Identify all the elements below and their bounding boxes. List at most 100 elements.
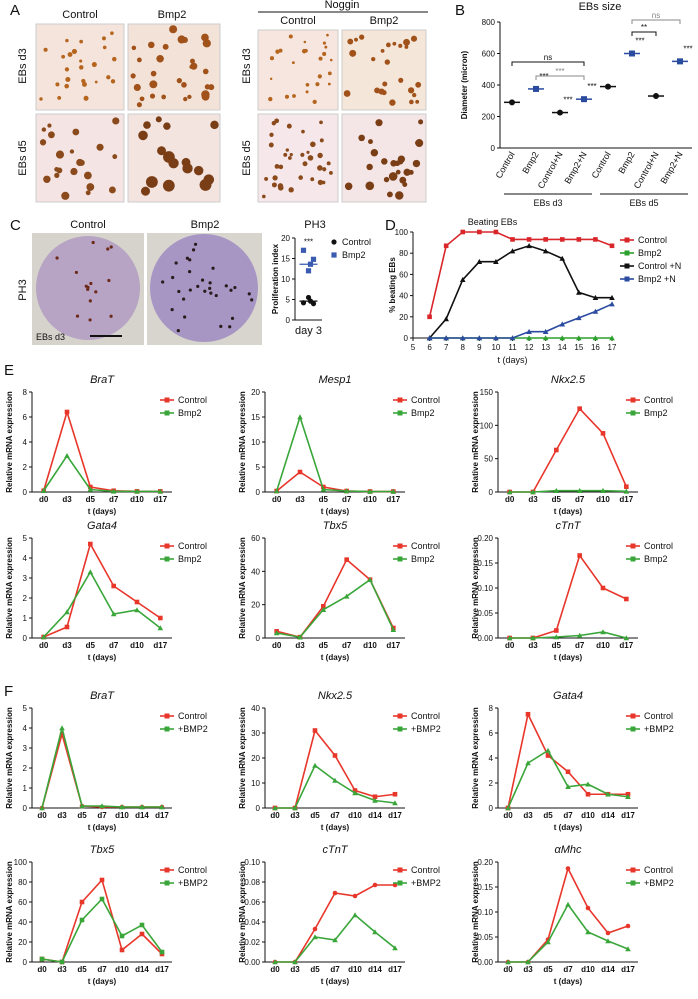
legend-label: Bmp2 (342, 250, 366, 260)
x-tick-label: d17 (621, 811, 635, 820)
cell-body (55, 150, 65, 159)
y-tick-label: 0 (489, 488, 494, 497)
marker (559, 237, 565, 242)
x-tick-label: d17 (619, 641, 633, 650)
x-tick-label: d0 (505, 641, 515, 650)
panel-letter: C (10, 217, 21, 234)
marker (530, 489, 536, 495)
cell-body (318, 56, 323, 61)
y-tick-label: 3 (23, 744, 28, 753)
cell-body (298, 175, 303, 180)
marker (59, 725, 65, 731)
y-tick-label: 0.15 (477, 883, 493, 892)
cell-body (302, 161, 308, 167)
marker (352, 893, 358, 899)
marker (134, 607, 140, 613)
marker (554, 447, 559, 453)
legend-label: Control (178, 865, 207, 875)
marker (372, 882, 378, 888)
x-tick-label: d14 (368, 965, 382, 974)
y-axis-label: Relative mRNA expression (238, 707, 247, 809)
y-tick-label: 0.05 (477, 933, 493, 942)
x-tick-label: d17 (386, 495, 400, 504)
marker (331, 252, 337, 258)
significance: *** (635, 37, 644, 46)
marker (310, 256, 317, 262)
y-tick-label: 20 (281, 234, 290, 243)
group-label: EBs d5 (629, 198, 658, 208)
legend-label: +BMP2 (178, 724, 208, 734)
cell-body (343, 90, 351, 97)
y-tick-label: 0.05 (477, 609, 493, 618)
stained-cell (247, 292, 251, 296)
legend-marker (630, 726, 636, 732)
marker (526, 335, 532, 341)
legend-marker (624, 276, 630, 282)
x-tick-label: d10 (596, 495, 610, 504)
cell-body (304, 48, 308, 53)
cell-body (370, 148, 379, 157)
cell-body (319, 120, 323, 125)
marker (577, 406, 582, 411)
image-label: Bmp2 (158, 9, 187, 21)
marker (110, 488, 117, 494)
marker (139, 804, 145, 810)
cell-body (145, 176, 158, 188)
cell-body (133, 83, 141, 92)
marker (372, 797, 378, 803)
y-tick-label: 0 (23, 488, 28, 497)
cell-body (269, 77, 273, 81)
marker (443, 243, 449, 249)
micrograph (341, 29, 427, 111)
cell-body (56, 167, 63, 174)
legend-marker (164, 726, 170, 732)
marker (157, 488, 164, 494)
marker (545, 939, 551, 945)
marker (312, 728, 318, 733)
marker (625, 793, 631, 800)
cell-body (39, 97, 43, 101)
legend-marker (397, 713, 403, 719)
marker (372, 794, 378, 800)
marker (623, 635, 630, 641)
y-tick-label: 4 (489, 754, 494, 763)
chart-title: Beating EBs (468, 217, 518, 227)
marker (134, 599, 140, 605)
cell-body (208, 84, 215, 91)
image-label: EBs d5 (241, 140, 253, 175)
cell-body (317, 165, 323, 171)
marker (509, 248, 516, 254)
stained-cell (174, 261, 178, 265)
y-axis-label: % beating EBs (388, 257, 397, 313)
cell-body (163, 122, 171, 130)
cell-body (398, 43, 403, 48)
marker (272, 805, 278, 811)
y-axis-label: Relative mRNA expression (471, 391, 480, 493)
marker (159, 804, 165, 810)
marker (600, 431, 606, 436)
marker (119, 933, 125, 939)
stained-cell (228, 325, 232, 329)
cell-body (312, 99, 317, 105)
cell-body (275, 49, 280, 54)
cell-body (264, 176, 269, 181)
cell-body (65, 38, 69, 43)
marker (321, 604, 326, 609)
marker (592, 308, 599, 314)
cell-body (138, 130, 148, 141)
cell-body (288, 34, 293, 39)
cell-body (131, 45, 137, 51)
marker (79, 803, 85, 809)
x-tick-label: day 3 (295, 325, 322, 337)
legend-marker (397, 867, 403, 873)
marker (312, 926, 318, 932)
cell-body (359, 34, 365, 40)
micrograph (257, 113, 339, 203)
y-axis-label: Relative mRNA expression (238, 391, 247, 493)
cell-body (70, 167, 78, 176)
cell-body (289, 153, 293, 157)
stained-cell (88, 318, 92, 322)
chart-title: αMhc (554, 844, 582, 856)
legend-label: Control +N (638, 261, 681, 271)
x-tick-label: d0 (270, 965, 280, 974)
